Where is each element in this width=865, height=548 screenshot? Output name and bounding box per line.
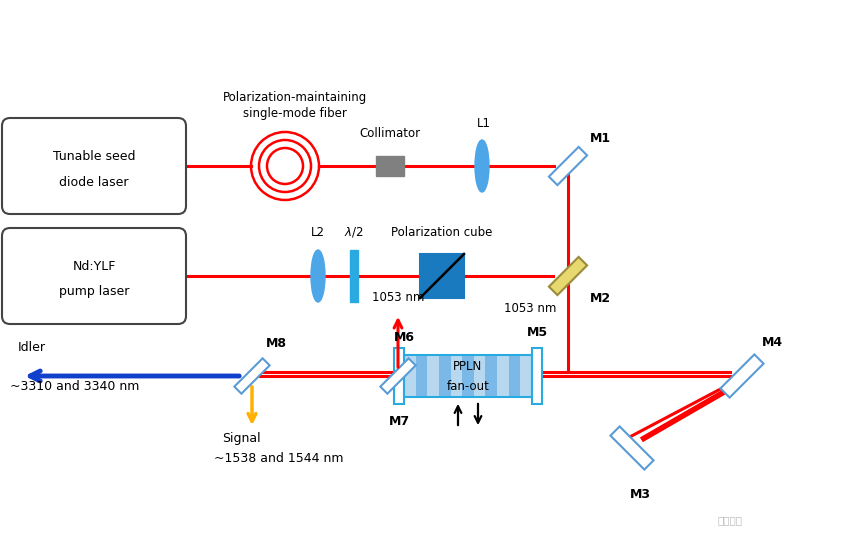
Text: M8: M8: [266, 337, 287, 350]
Text: $\lambda$/2: $\lambda$/2: [344, 225, 363, 239]
Bar: [376, 156, 404, 176]
Text: M4: M4: [762, 335, 783, 349]
Text: M3: M3: [630, 488, 650, 501]
Text: L1: L1: [477, 117, 491, 130]
Text: M6: M6: [394, 331, 414, 344]
Text: M2: M2: [590, 292, 612, 305]
Text: Nd:YLF: Nd:YLF: [73, 260, 116, 272]
Text: M5: M5: [527, 326, 548, 339]
Text: 1053 nm: 1053 nm: [372, 291, 424, 304]
FancyBboxPatch shape: [2, 228, 186, 324]
Polygon shape: [381, 358, 416, 393]
Text: diode laser: diode laser: [59, 175, 129, 189]
Text: 红外芯闻: 红外芯闻: [717, 515, 742, 525]
Bar: [394, 348, 404, 404]
Text: Signal: Signal: [222, 432, 260, 445]
FancyBboxPatch shape: [2, 118, 186, 214]
Polygon shape: [549, 147, 587, 185]
Bar: [485, 355, 497, 397]
Text: Polarization-maintaining: Polarization-maintaining: [223, 91, 367, 104]
Ellipse shape: [311, 250, 325, 302]
Text: ~1538 and 1544 nm: ~1538 and 1544 nm: [214, 452, 343, 465]
Text: Tunable seed: Tunable seed: [53, 150, 135, 163]
Text: Polarization cube: Polarization cube: [391, 226, 493, 239]
Bar: [532, 348, 542, 404]
Polygon shape: [549, 257, 587, 295]
Bar: [420, 254, 464, 298]
Text: ~3310 and 3340 nm: ~3310 and 3340 nm: [10, 380, 139, 393]
Polygon shape: [721, 355, 764, 397]
Bar: [350, 250, 357, 302]
Text: 1053 nm: 1053 nm: [503, 302, 556, 315]
Text: M1: M1: [590, 132, 612, 145]
Text: pump laser: pump laser: [59, 286, 129, 299]
Text: Collimator: Collimator: [360, 127, 420, 140]
Bar: [439, 355, 451, 397]
Polygon shape: [234, 358, 270, 393]
Text: M7: M7: [388, 415, 409, 428]
Bar: [416, 355, 427, 397]
Bar: [404, 355, 532, 397]
Text: PPLN: PPLN: [453, 359, 483, 373]
Polygon shape: [611, 426, 654, 470]
Bar: [462, 355, 474, 397]
Bar: [509, 355, 521, 397]
Bar: [404, 355, 532, 397]
Text: L2: L2: [311, 226, 325, 239]
Text: Idler: Idler: [18, 341, 46, 354]
Text: fan-out: fan-out: [446, 380, 490, 392]
Text: single-mode fiber: single-mode fiber: [243, 107, 347, 120]
Ellipse shape: [475, 140, 489, 192]
